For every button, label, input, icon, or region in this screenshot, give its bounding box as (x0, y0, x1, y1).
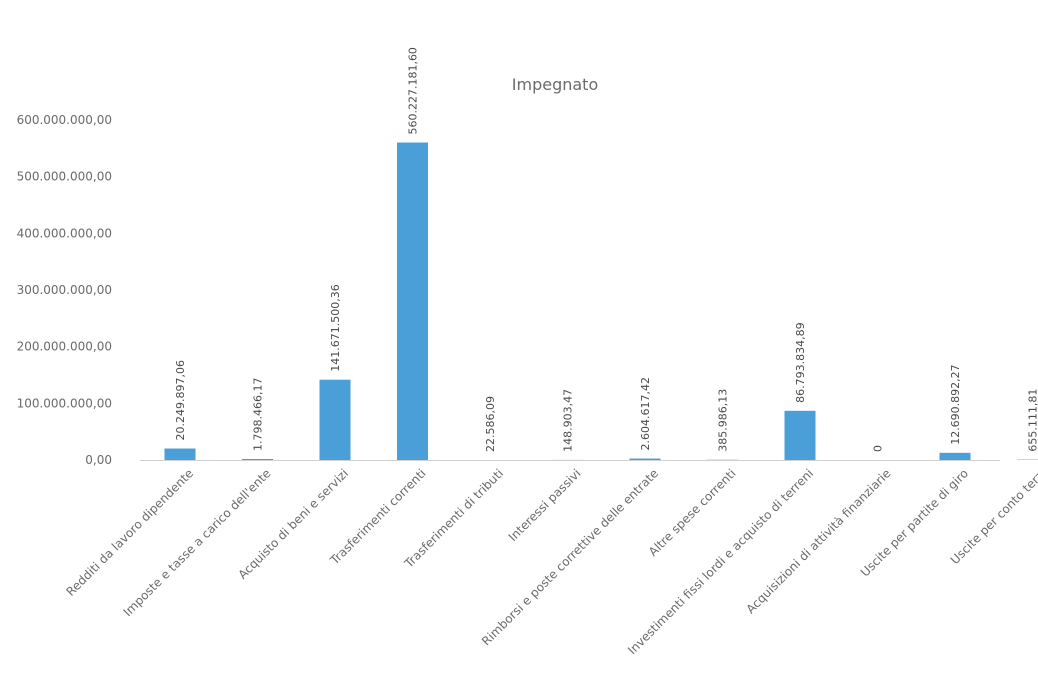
y-tick-label: 600.000.000,00 (17, 113, 112, 127)
y-tick-label: 0,00 (85, 453, 112, 467)
y-tick-label: 400.000.000,00 (17, 226, 112, 240)
x-tick-label: Altre spese correnti (646, 466, 739, 559)
data-label: 148.903,47 (562, 389, 575, 452)
data-label: 560.227.181,60 (407, 47, 420, 134)
bar (164, 448, 196, 460)
y-tick-label: 300.000.000,00 (17, 283, 112, 297)
bar (939, 452, 971, 460)
y-axis-ticks: 0,00 100.000.000,00 200.000.000,00 300.000.… (17, 113, 112, 467)
y-tick-label: 200.000.000,00 (17, 340, 112, 354)
bar (242, 458, 273, 460)
x-tick-label: Acquisizioni di attività finanziarie (743, 466, 893, 616)
data-labels-group: 20.249.897,06 1.798.466,17 141.671.500,36 5… (174, 47, 1038, 452)
y-tick-label: 100.000.000,00 (17, 396, 112, 410)
y-tick-label: 500.000.000,00 (17, 170, 112, 184)
data-label: 0 (872, 445, 885, 452)
data-label: 12.690.892,27 (949, 364, 962, 444)
data-label: 22.586,09 (484, 396, 497, 452)
data-label: 20.249.897,06 (174, 360, 187, 440)
chart-title: Impegnato (512, 75, 598, 94)
data-label: 385.986,13 (717, 389, 730, 452)
x-tick-label: Rimborsi e poste correttive delle entrat… (479, 466, 661, 648)
x-tick-label: Imposte e tasse a carico dell'ente (121, 466, 274, 619)
bars-group (164, 142, 1038, 460)
data-label: 86.793.834,89 (794, 322, 807, 402)
data-label: 655.111,81 (1027, 389, 1038, 452)
x-tick-label: Redditi da lavoro dipendente (63, 466, 196, 599)
data-label: 1.798.466,17 (252, 377, 265, 450)
bar (397, 142, 428, 460)
data-label: 2.604.617,42 (639, 377, 652, 450)
x-tick-label: Interessi passivi (506, 466, 584, 544)
bar (784, 410, 816, 460)
bar (629, 458, 661, 460)
bar (319, 379, 351, 460)
data-label: 141.671.500,36 (329, 284, 342, 371)
